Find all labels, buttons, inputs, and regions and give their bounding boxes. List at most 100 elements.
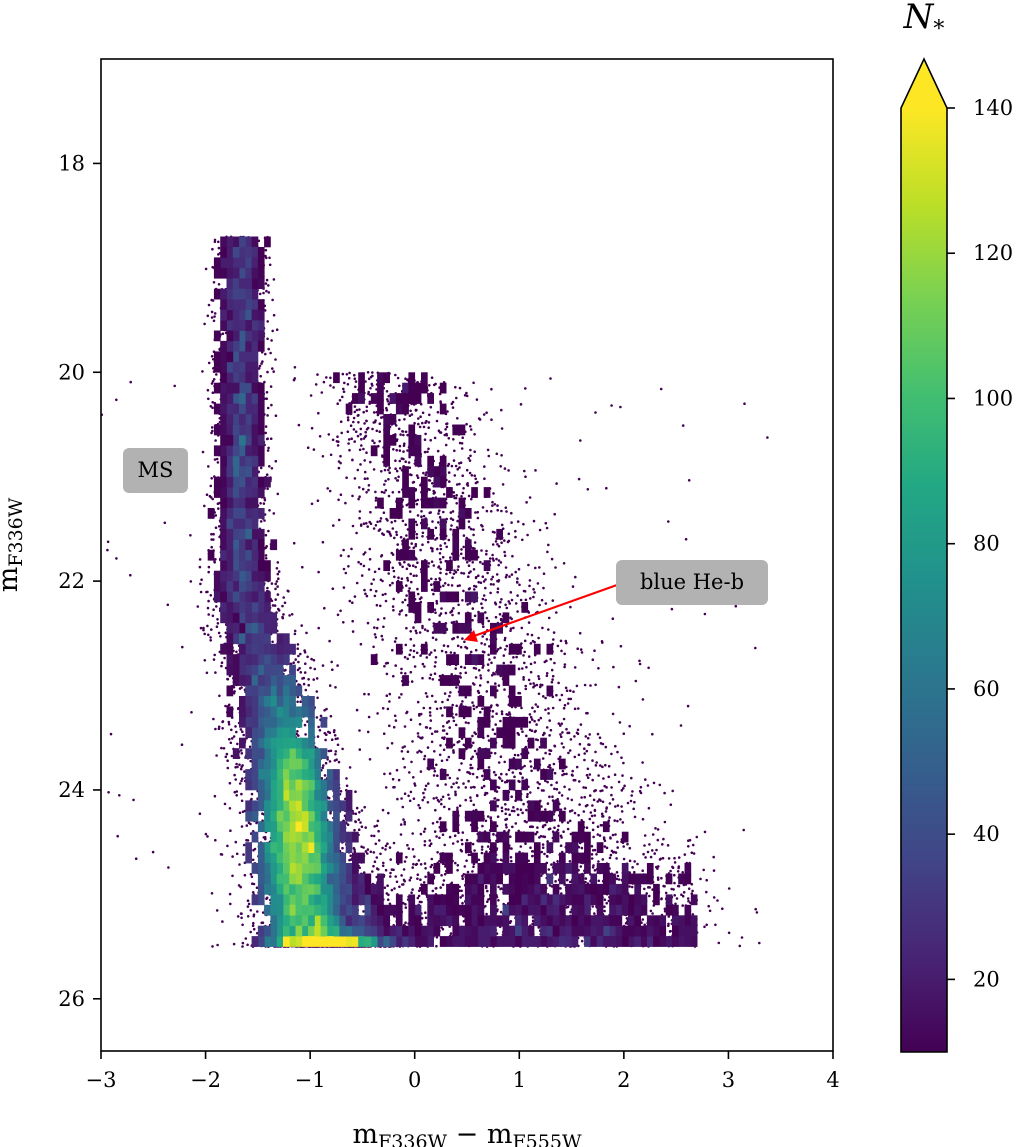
density-bin [264, 665, 271, 676]
density-bin [465, 842, 472, 853]
density-bin [484, 863, 491, 874]
density-bin [490, 874, 497, 885]
density-bin [277, 654, 284, 665]
density-bin [365, 894, 372, 905]
density-bin [534, 759, 541, 770]
density-bin [252, 320, 259, 331]
density-bin [252, 257, 259, 268]
density-bin [308, 717, 315, 728]
density-bin [239, 665, 246, 676]
density-bin [452, 529, 459, 540]
density-bin [258, 550, 265, 561]
density-bin [227, 539, 234, 550]
density-bin [521, 936, 528, 947]
density-bin [346, 926, 353, 937]
density-bin [390, 393, 397, 404]
density-bin [572, 905, 579, 916]
density-bin [584, 884, 591, 895]
density-bin [314, 884, 321, 895]
density-bin [252, 654, 259, 665]
density-bin [358, 915, 365, 926]
density-bin [252, 863, 259, 874]
density-bin [321, 884, 328, 895]
density-bin [214, 362, 221, 373]
density-bin [252, 247, 259, 258]
density-bin [289, 717, 296, 728]
density-bin [252, 529, 259, 540]
density-bin [333, 372, 340, 383]
density-bin [358, 936, 365, 947]
density-bin [415, 915, 422, 926]
density-bin [233, 362, 240, 373]
density-bin [283, 863, 290, 874]
density-bin [252, 362, 259, 373]
density-bin [233, 748, 240, 759]
density-bin [396, 581, 403, 592]
density-bin [352, 915, 359, 926]
density-bin [333, 863, 340, 874]
density-bin [308, 696, 315, 707]
density-bin [452, 539, 459, 550]
density-bin [490, 686, 497, 697]
density-bin [296, 853, 303, 864]
density-bin [283, 759, 290, 770]
density-bin [252, 696, 259, 707]
density-bin [258, 320, 265, 331]
density-bin [321, 926, 328, 937]
density-bin [427, 894, 434, 905]
density-bin [452, 926, 459, 937]
density-bin [283, 800, 290, 811]
density-bin [208, 508, 215, 519]
density-bin [339, 874, 346, 885]
density-bin [666, 905, 673, 916]
density-bin [641, 874, 648, 885]
density-bin [352, 393, 359, 404]
density-bin [685, 926, 692, 937]
density-bin [245, 539, 252, 550]
density-bin [270, 936, 277, 947]
density-bin [296, 790, 303, 801]
density-bin [296, 759, 303, 770]
density-bin [503, 926, 510, 937]
density-bin [220, 539, 227, 550]
density-bin [264, 623, 271, 634]
density-bin [245, 466, 252, 477]
density-bin [465, 874, 472, 885]
density-bin [214, 477, 221, 488]
density-bin [402, 936, 409, 947]
density-bin [252, 665, 259, 676]
density-bin [258, 769, 265, 780]
density-bin [227, 560, 234, 571]
density-bin [459, 936, 466, 947]
density-bin [496, 915, 503, 926]
density-bin [471, 592, 478, 603]
density-bin [233, 519, 240, 530]
density-bin [258, 665, 265, 676]
density-bin [490, 926, 497, 937]
density-bin [358, 884, 365, 895]
density-bin [283, 894, 290, 905]
density-bin [227, 654, 234, 665]
density-bin [252, 393, 259, 404]
density-bin [496, 874, 503, 885]
density-bin [427, 393, 434, 404]
density-bin [421, 936, 428, 947]
density-bin [277, 884, 284, 895]
density-bin [258, 581, 265, 592]
density-bin [321, 790, 328, 801]
density-bin [471, 926, 478, 937]
density-bin [252, 299, 259, 310]
density-bin [227, 383, 234, 394]
density-bin [277, 686, 284, 697]
density-bin [308, 800, 315, 811]
density-bin [584, 853, 591, 864]
density-bin [515, 915, 522, 926]
density-bin [616, 905, 623, 916]
density-bin [333, 894, 340, 905]
density-bin [553, 926, 560, 937]
density-bin [421, 487, 428, 498]
density-bin [528, 936, 535, 947]
density-bin [314, 926, 321, 937]
density-bin [553, 915, 560, 926]
density-bin [339, 800, 346, 811]
